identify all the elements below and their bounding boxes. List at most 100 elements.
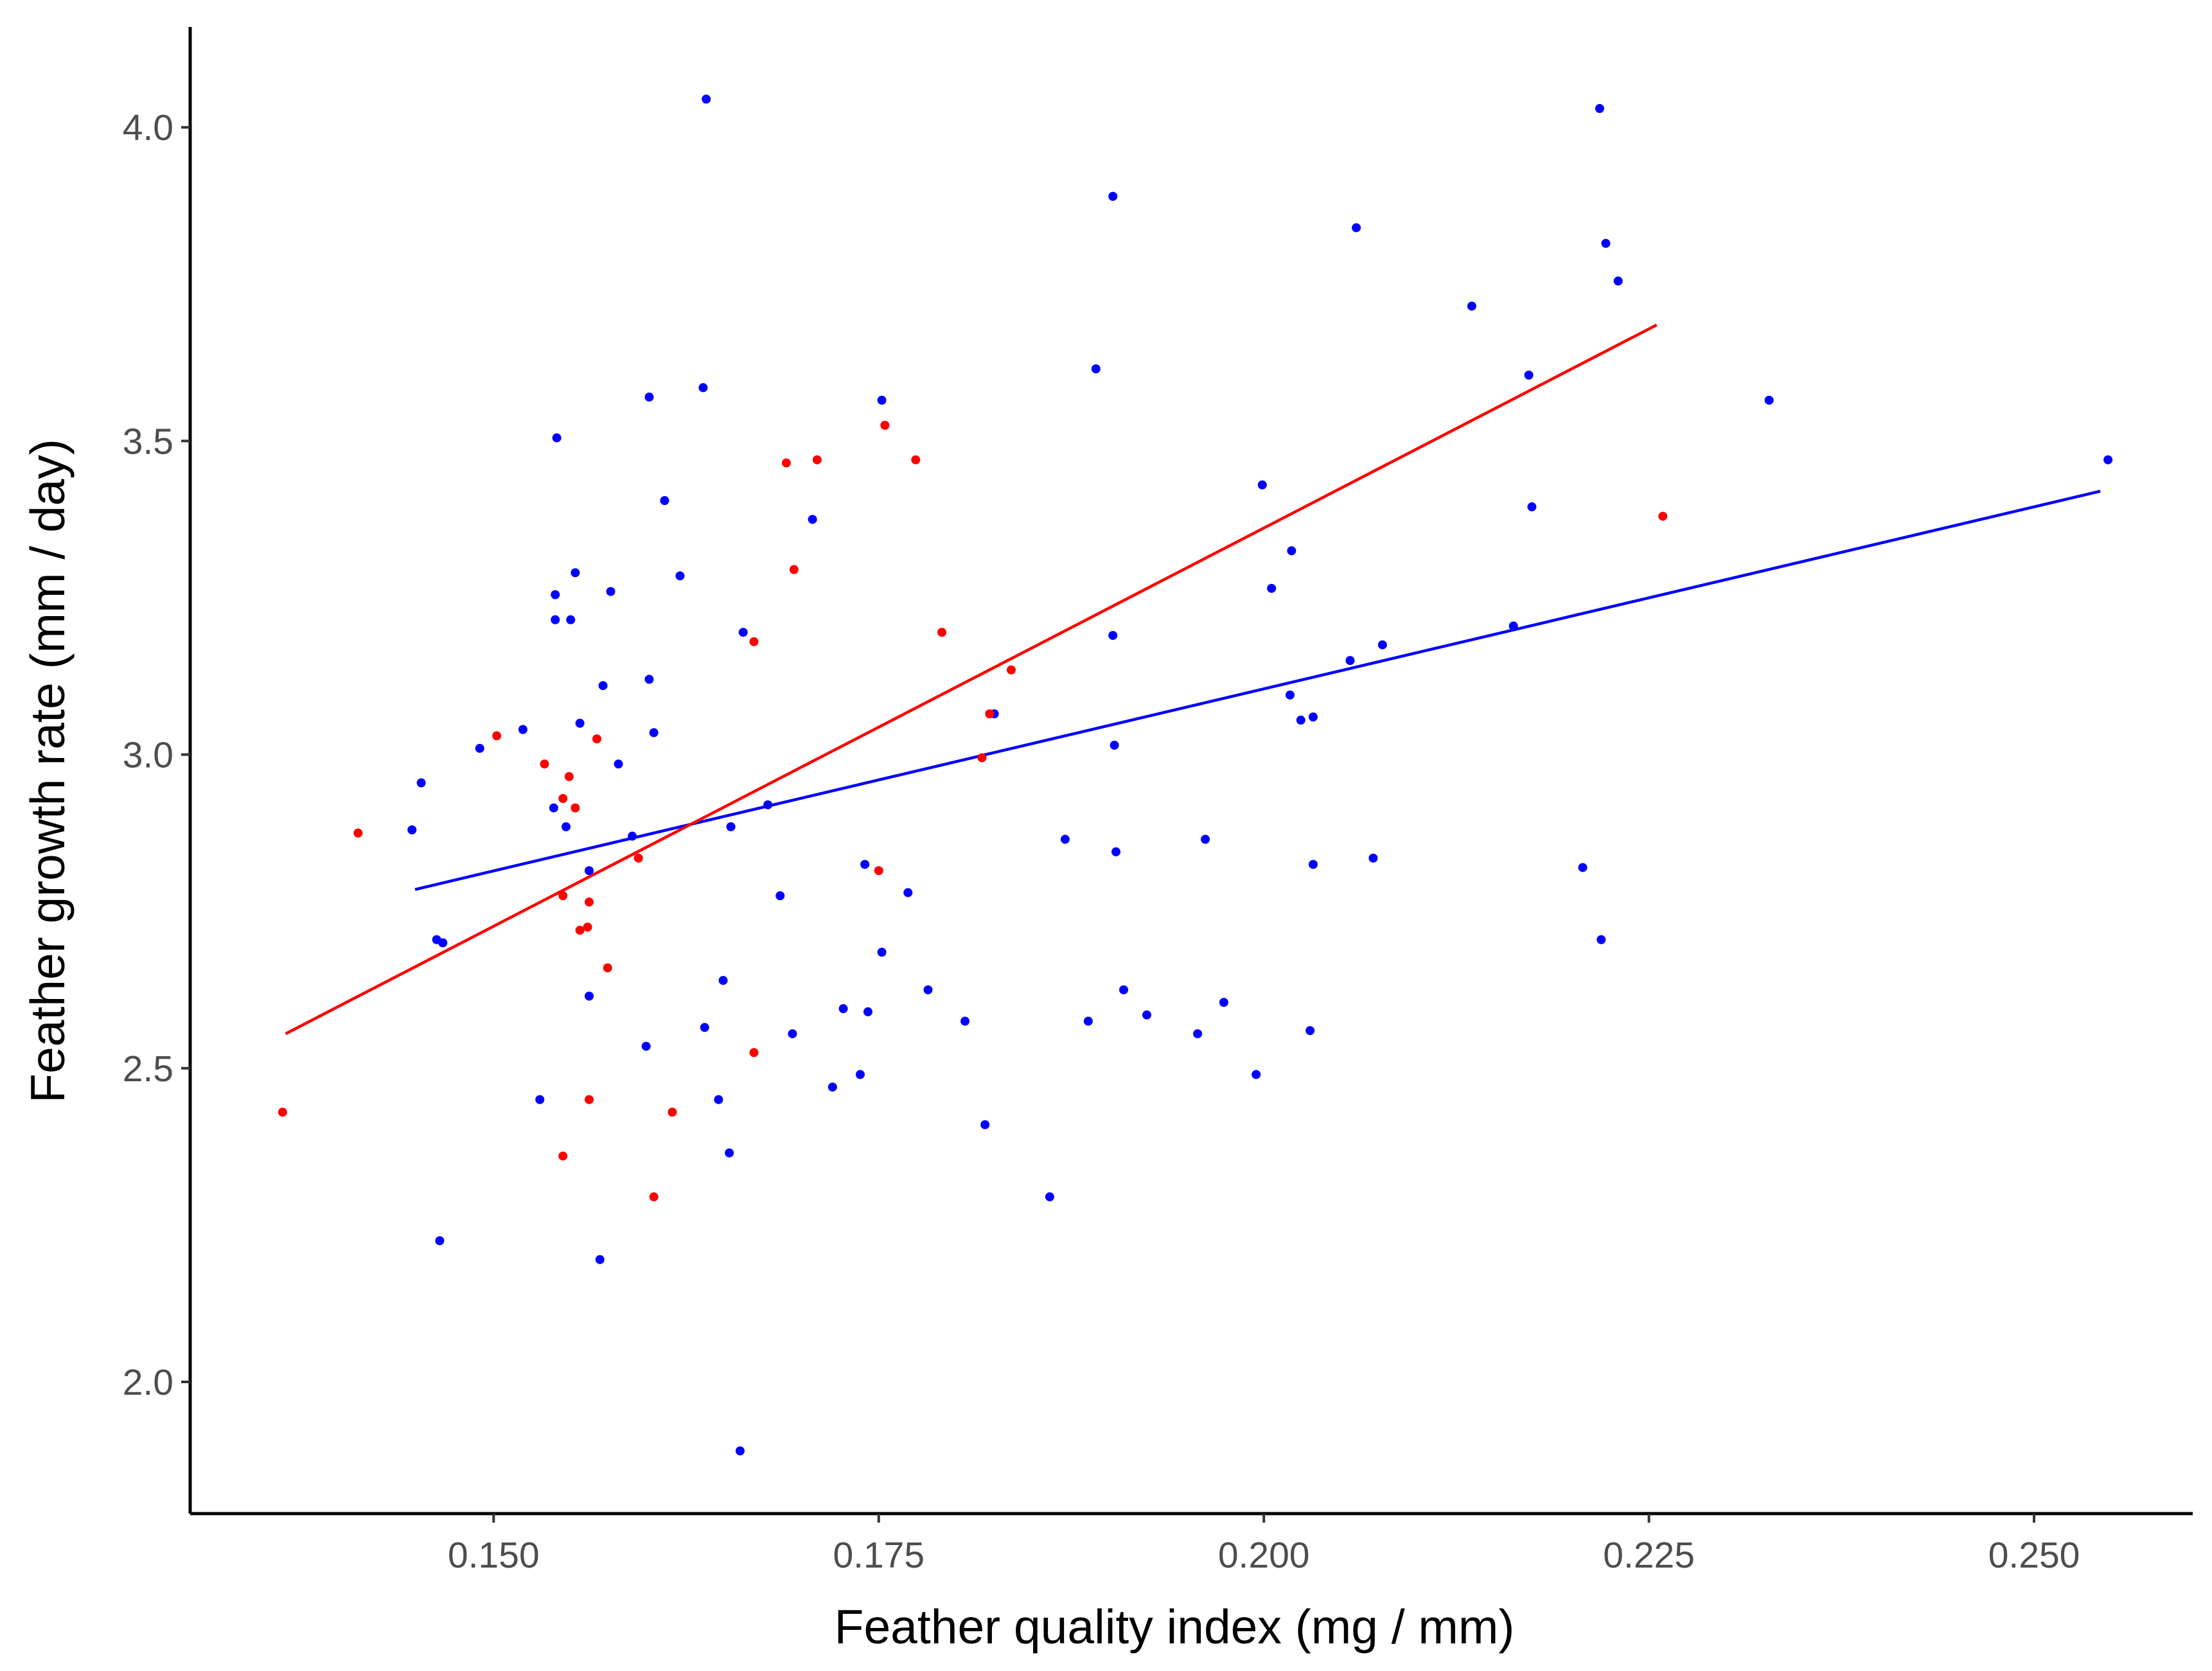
data-points — [278, 94, 2113, 1456]
y-axis-ticks: 2.0 2.5 3.0 3.5 4.0 — [123, 107, 190, 1403]
data-point — [1345, 656, 1355, 666]
data-point — [1111, 847, 1121, 856]
data-point — [808, 515, 817, 524]
data-point — [838, 1004, 848, 1014]
data-point — [1509, 621, 1518, 631]
data-point — [492, 731, 502, 741]
data-point — [571, 803, 580, 813]
data-point — [1613, 276, 1623, 286]
data-point — [551, 590, 560, 599]
data-point — [1142, 1010, 1151, 1020]
data-point — [1060, 835, 1070, 844]
data-point — [1377, 640, 1387, 650]
data-point — [1252, 1070, 1261, 1079]
data-point — [598, 681, 608, 691]
data-point — [960, 1016, 970, 1026]
data-point — [877, 395, 887, 405]
data-point — [675, 571, 685, 581]
data-point — [438, 938, 448, 948]
data-point — [781, 458, 791, 468]
data-point — [435, 1236, 445, 1246]
data-point — [789, 565, 799, 574]
data-point — [735, 1446, 745, 1456]
data-point — [702, 94, 711, 104]
data-point — [575, 925, 585, 935]
data-point — [603, 963, 612, 973]
data-point — [595, 1255, 605, 1264]
data-point — [558, 793, 568, 803]
data-point — [644, 393, 654, 402]
data-point — [985, 709, 995, 719]
data-point — [633, 853, 643, 863]
data-point — [571, 568, 580, 578]
data-point — [714, 1095, 723, 1104]
data-point — [1352, 223, 1361, 233]
data-point — [585, 1095, 594, 1104]
data-point — [1119, 985, 1129, 995]
data-point — [726, 822, 736, 831]
data-point — [1597, 935, 1606, 944]
data-point — [649, 728, 659, 738]
data-point — [749, 637, 759, 646]
data-point — [1267, 583, 1277, 593]
data-point — [1091, 364, 1101, 374]
data-point — [738, 628, 748, 637]
data-point — [668, 1108, 677, 1117]
data-point — [877, 948, 887, 957]
data-point — [1287, 546, 1296, 556]
data-point — [1595, 103, 1604, 113]
data-point — [566, 615, 576, 624]
x-tick-label: 0.200 — [1218, 1535, 1310, 1576]
data-point — [855, 1070, 865, 1079]
data-point — [2103, 455, 2113, 464]
data-point — [1257, 480, 1267, 490]
data-point — [1006, 665, 1016, 675]
data-point — [562, 822, 571, 831]
data-point — [583, 923, 592, 932]
data-point — [606, 587, 615, 596]
data-point — [1308, 860, 1318, 869]
y-tick-label: 3.5 — [123, 421, 173, 462]
data-point — [1110, 740, 1119, 750]
data-point — [1764, 395, 1774, 405]
data-point — [1368, 853, 1378, 863]
data-point — [278, 1108, 287, 1117]
data-point — [1045, 1192, 1054, 1201]
x-axis-title: Feather quality index (mg / mm) — [835, 1600, 1515, 1654]
data-point — [564, 772, 574, 781]
data-point — [1658, 511, 1668, 521]
data-point — [788, 1029, 797, 1039]
data-point — [614, 759, 623, 769]
y-tick-label: 3.0 — [123, 735, 173, 776]
y-tick-label: 4.0 — [123, 107, 173, 148]
y-tick-label: 2.0 — [123, 1362, 173, 1403]
data-point — [1601, 238, 1611, 248]
data-point — [1108, 631, 1118, 641]
data-point — [880, 420, 890, 430]
x-tick-label: 0.175 — [833, 1535, 925, 1576]
data-point — [911, 455, 921, 464]
data-point — [552, 433, 562, 443]
data-point — [903, 888, 913, 897]
data-point — [575, 718, 585, 728]
data-point — [1219, 998, 1228, 1007]
x-tick-label: 0.250 — [1988, 1535, 2080, 1576]
data-point — [407, 825, 417, 835]
data-point — [1296, 715, 1305, 725]
data-point — [585, 897, 594, 907]
data-point — [698, 383, 708, 393]
data-point — [518, 725, 527, 734]
x-tick-label: 0.150 — [448, 1535, 540, 1576]
regression-lines — [285, 323, 2101, 1036]
data-point — [1527, 502, 1537, 511]
data-point — [1308, 712, 1318, 722]
data-point — [1083, 1016, 1093, 1026]
data-point — [763, 800, 773, 809]
series-1-fit-line — [285, 323, 1658, 1036]
data-point — [1193, 1029, 1203, 1039]
data-point — [1201, 835, 1210, 844]
data-point — [1467, 301, 1476, 311]
data-point — [540, 759, 549, 769]
y-tick-label: 2.5 — [123, 1048, 173, 1090]
